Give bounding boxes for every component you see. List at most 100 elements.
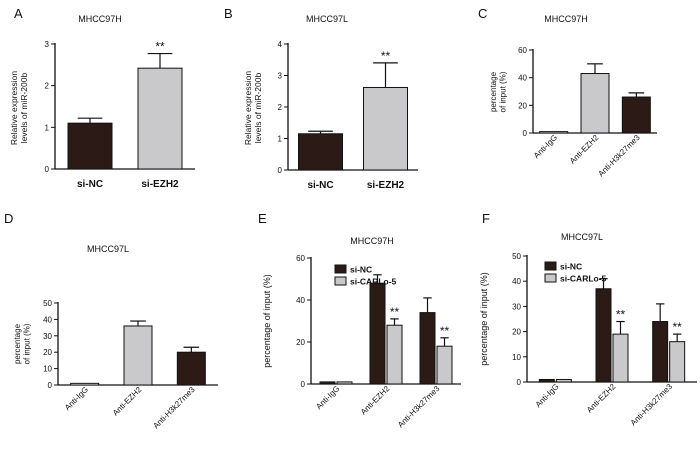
bar <box>652 321 669 383</box>
legend-swatch <box>544 273 557 283</box>
y-tick-label: 20 <box>512 328 521 337</box>
y-tick-label: 3 <box>278 72 283 81</box>
panel-c: C MHCC97H 0 20 40 60 percentageof input (%) Ant… <box>478 6 657 178</box>
y-tick-label: 60 <box>518 46 527 55</box>
y-axis-label-line: of input (%) <box>499 71 508 112</box>
y-tick-label: 10 <box>512 353 521 362</box>
y-tick-label: 1 <box>278 135 283 144</box>
significance-marker: ** <box>390 305 400 319</box>
bar <box>386 324 403 385</box>
y-axis-label: percentageof input (%) <box>489 71 508 112</box>
y-tick-label: 30 <box>512 302 521 311</box>
bar <box>123 325 153 386</box>
chart-title: MHCC97H <box>544 14 588 24</box>
panel-b: B MHCC97L 0 1 2 3 4 Relative expressionlevels o… <box>224 6 418 191</box>
y-tick-label: 50 <box>512 252 521 261</box>
chart-title: MHCC97H <box>78 14 122 24</box>
chart-title: MHCC97L <box>561 232 603 242</box>
panel-label: C <box>478 6 487 21</box>
legend-label: si-CARLo-5 <box>350 277 397 287</box>
y-tick-label: 0 <box>517 378 522 387</box>
y-tick-label: 0 <box>301 380 306 389</box>
legend-swatch <box>544 261 557 271</box>
significance-marker: ** <box>616 308 626 322</box>
y-tick-label: 3 <box>45 40 50 49</box>
x-tick-label: Anti-H3k27me3 <box>396 384 442 430</box>
y-tick-label: 50 <box>43 299 52 308</box>
y-axis-label-line: percentage <box>13 323 22 364</box>
bar <box>363 86 408 171</box>
legend-swatch <box>334 276 347 286</box>
bar <box>70 382 100 386</box>
y-axis-label-line: of input (%) <box>23 323 32 364</box>
panel-d: D MHCC97L 0 10 20 30 40 50 percentageof input (%… <box>4 211 218 430</box>
bar <box>137 67 183 170</box>
x-tick-label: si-EZH2 <box>367 180 405 191</box>
chart-title: MHCC97L <box>306 14 348 24</box>
y-axis-label: percentage of input (%) <box>479 272 489 366</box>
significance-marker: ** <box>155 40 165 54</box>
x-tick-label: Anti-IgG <box>314 384 341 411</box>
x-tick-label: Anti-H3k27me3 <box>596 133 642 179</box>
x-tick-label: Anti-IgG <box>532 133 559 160</box>
panel-label: F <box>482 211 490 226</box>
y-axis-label: percentageof input (%) <box>13 323 32 364</box>
x-tick-label: Anti-H3k27me3 <box>629 382 675 428</box>
y-axis-label-line: percentage of input (%) <box>262 274 272 368</box>
bar <box>436 345 453 385</box>
x-tick-label: Anti-EZH2 <box>585 382 618 415</box>
significance-marker: ** <box>440 324 450 338</box>
y-tick-label: 0 <box>278 166 283 175</box>
bar <box>176 351 206 386</box>
significance-marker: ** <box>672 320 682 334</box>
bar <box>336 381 353 385</box>
y-axis-label-line: percentage <box>489 71 498 112</box>
y-tick-label: 2 <box>278 103 283 112</box>
x-tick-label: si-EZH2 <box>141 179 179 190</box>
y-tick-label: 1 <box>45 123 50 132</box>
legend-label: si-NC <box>350 265 372 275</box>
y-axis-label: Relative expressionlevels of miR-200b <box>243 71 263 145</box>
y-axis-label-line: Relative expression <box>9 71 19 145</box>
y-axis-label-line: Relative expression <box>243 71 253 145</box>
bar <box>67 122 113 170</box>
bar <box>580 73 610 134</box>
x-tick-label: Anti-EZH2 <box>568 133 601 166</box>
legend-label: si-NC <box>560 262 582 272</box>
y-tick-label: 10 <box>43 365 52 374</box>
x-tick-label: Anti-H3k27me3 <box>151 385 197 431</box>
y-tick-label: 40 <box>43 315 52 324</box>
y-axis-label-line: levels of miR-200b <box>19 73 29 144</box>
y-tick-label: 60 <box>296 254 305 263</box>
panel-label: E <box>258 211 267 226</box>
panel-label: A <box>14 6 23 21</box>
y-tick-label: 20 <box>518 101 527 110</box>
bar <box>555 378 572 383</box>
bar <box>369 282 386 385</box>
x-tick-label: Anti-IgG <box>534 382 561 409</box>
x-tick-label: Anti-EZH2 <box>111 385 144 418</box>
x-tick-label: Anti-EZH2 <box>359 384 392 417</box>
bar <box>539 131 569 134</box>
y-tick-label: 0 <box>45 165 50 174</box>
legend-label: si-CARLo-5 <box>560 274 607 284</box>
y-tick-label: 20 <box>43 348 52 357</box>
y-tick-label: 40 <box>512 277 521 286</box>
y-tick-label: 40 <box>518 74 527 83</box>
chart-title: MHCC97H <box>350 236 394 246</box>
y-tick-label: 4 <box>278 40 283 49</box>
panel-label: B <box>224 6 233 21</box>
y-tick-label: 40 <box>296 296 305 305</box>
y-axis-label: Relative expressionlevels of miR-200b <box>9 71 29 145</box>
bar <box>595 288 612 383</box>
bar <box>621 96 651 134</box>
y-axis-label-line: percentage of input (%) <box>479 272 489 366</box>
bar <box>419 312 436 385</box>
bar <box>538 378 555 383</box>
bar <box>319 381 336 385</box>
x-tick-label: si-NC <box>77 179 103 190</box>
bar <box>669 341 686 383</box>
legend-swatch <box>334 264 347 274</box>
panel-f: F MHCC97L 0 10 20 30 40 50 percentage of input (… <box>479 211 697 427</box>
y-tick-label: 0 <box>523 129 528 138</box>
